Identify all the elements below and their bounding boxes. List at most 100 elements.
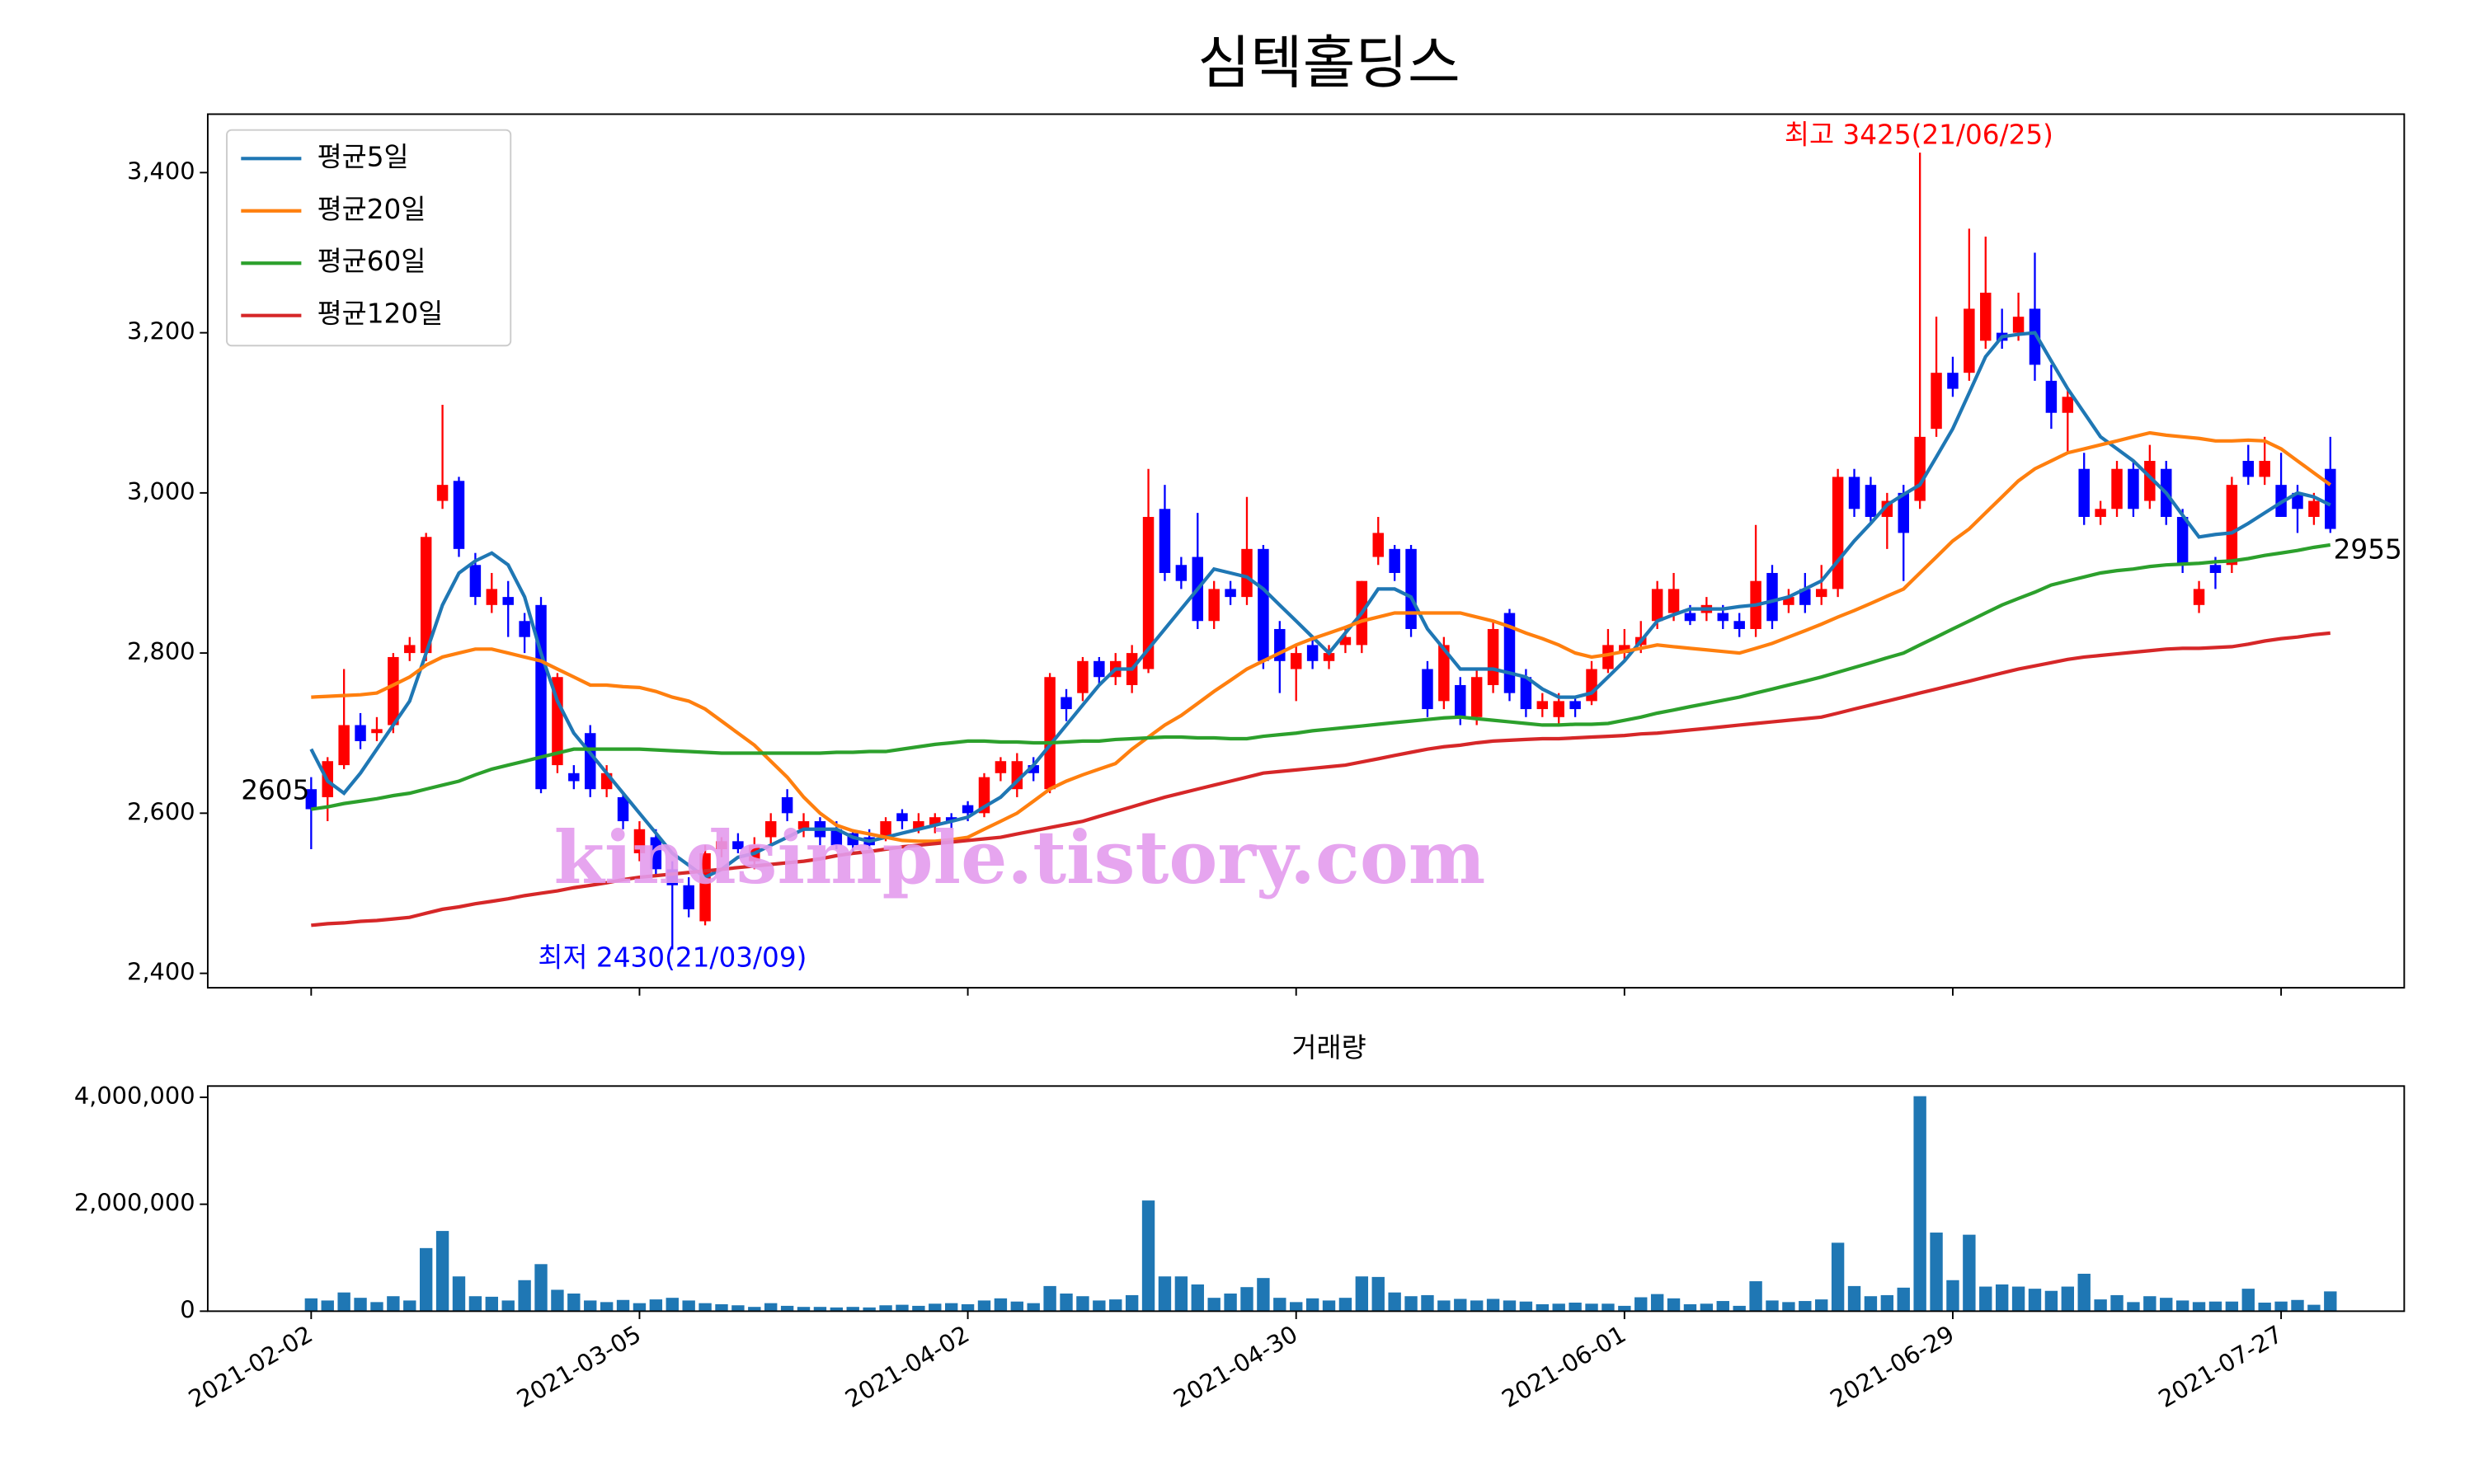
- volume-bar: [387, 1296, 400, 1312]
- volume-bar: [2225, 1301, 2239, 1312]
- candle-body: [552, 677, 563, 766]
- candle-body: [2095, 509, 2106, 517]
- volume-bar: [977, 1300, 991, 1312]
- volume-bar: [1913, 1096, 1926, 1312]
- volume-bar: [1946, 1280, 1959, 1312]
- legend-label: 평균20일: [317, 194, 426, 225]
- volume-bar: [501, 1300, 515, 1312]
- volume-bar: [813, 1307, 827, 1312]
- volume-bar: [1766, 1300, 1779, 1312]
- candle-body: [1520, 677, 1532, 710]
- volume-bar: [1174, 1276, 1188, 1312]
- volume-bar: [435, 1231, 449, 1312]
- candle-body: [1372, 533, 1384, 557]
- volume-bar: [419, 1247, 433, 1312]
- ma-line: [311, 542, 2331, 811]
- candle-body: [1438, 645, 1450, 702]
- candle-body: [1422, 669, 1433, 710]
- volume-bar: [1158, 1276, 1172, 1312]
- candle-body: [2242, 461, 2255, 477]
- volume-bar: [1569, 1303, 1582, 1312]
- volume-bar: [2208, 1301, 2222, 1312]
- volume-bar: [846, 1307, 859, 1312]
- candle-body: [1553, 701, 1564, 717]
- candle-body: [305, 789, 317, 810]
- candle-body: [1898, 492, 1909, 533]
- candle-body: [1717, 613, 1729, 622]
- volume-bar: [1897, 1287, 1910, 1312]
- volume-bar: [1650, 1294, 1664, 1312]
- candle-body: [2259, 461, 2270, 477]
- candle-body: [585, 733, 596, 790]
- volume-bar: [2143, 1296, 2157, 1312]
- volume-bar: [1027, 1303, 1040, 1312]
- volume-bar: [649, 1299, 663, 1312]
- legend-label: 평균60일: [317, 246, 426, 277]
- volume-bar: [1930, 1233, 1943, 1312]
- candle-body: [1964, 308, 1975, 373]
- volume-bar: [912, 1305, 925, 1312]
- volume-bar: [1421, 1294, 1434, 1312]
- candle-body: [732, 841, 744, 850]
- chart-title: 심텍홀딩스: [1197, 31, 1460, 96]
- volume-bar: [600, 1302, 614, 1312]
- volume-bar: [1273, 1298, 1286, 1312]
- candle-body: [502, 597, 514, 605]
- volume-bar: [321, 1300, 334, 1312]
- candle-body: [764, 821, 777, 838]
- y-tick-label: 3,000: [127, 477, 195, 505]
- volume-bar: [1979, 1286, 1992, 1312]
- candle-body: [1848, 477, 1860, 510]
- volume-bar: [1683, 1303, 1697, 1312]
- volume-bar: [1437, 1300, 1451, 1312]
- candle-body: [338, 725, 350, 766]
- candle-body: [2176, 516, 2189, 566]
- candle-body: [1225, 589, 1236, 598]
- candle-body: [995, 761, 1007, 773]
- volume-bar: [1191, 1284, 1204, 1312]
- volume-bar: [1322, 1300, 1336, 1312]
- volume-bar: [1388, 1292, 1401, 1312]
- candle-body: [2045, 380, 2058, 413]
- candle-body: [355, 725, 366, 741]
- volume-bar: [518, 1280, 531, 1312]
- volume-bar: [1995, 1284, 2009, 1312]
- candle-body: [1931, 373, 1942, 430]
- candle-body: [683, 885, 694, 909]
- volume-bar: [698, 1303, 712, 1312]
- candle-body: [1028, 765, 1039, 773]
- volume-bar: [1782, 1302, 1795, 1312]
- candle-body: [1667, 589, 1680, 613]
- volume-bar: [1125, 1294, 1139, 1312]
- volume-bar: [2094, 1299, 2107, 1312]
- volume-bar: [2061, 1286, 2074, 1312]
- volume-bar: [304, 1298, 318, 1312]
- volume-bar: [616, 1299, 630, 1312]
- candle-body: [2062, 397, 2074, 413]
- volume-bar: [748, 1307, 761, 1312]
- candle-body: [1569, 701, 1581, 710]
- candle-body: [1619, 645, 1630, 654]
- candle-body: [962, 805, 974, 814]
- volume-bar: [485, 1296, 498, 1312]
- ma-line: [309, 331, 2331, 880]
- candle-body: [2308, 500, 2320, 517]
- volume-bar: [633, 1303, 647, 1312]
- volume-bar: [1847, 1285, 1861, 1312]
- candle-body: [2193, 589, 2205, 605]
- volume-bar: [1355, 1276, 1369, 1312]
- candle-body: [896, 813, 908, 822]
- volume-bar: [1240, 1287, 1253, 1312]
- volume-bar: [1963, 1234, 1976, 1312]
- volume-bar: [1486, 1298, 1500, 1312]
- volume-bar: [1815, 1299, 1828, 1312]
- volume-bar: [584, 1300, 597, 1312]
- candle-body: [1832, 477, 1844, 589]
- candle-body: [929, 817, 941, 825]
- candle-body: [1405, 548, 1417, 629]
- y-tick-label: 2,600: [127, 797, 195, 825]
- volume-bar: [1290, 1302, 1303, 1312]
- end-close-label: 2955: [2334, 533, 2402, 565]
- candle-body: [1258, 548, 1269, 661]
- volume-bar: [1585, 1303, 1598, 1312]
